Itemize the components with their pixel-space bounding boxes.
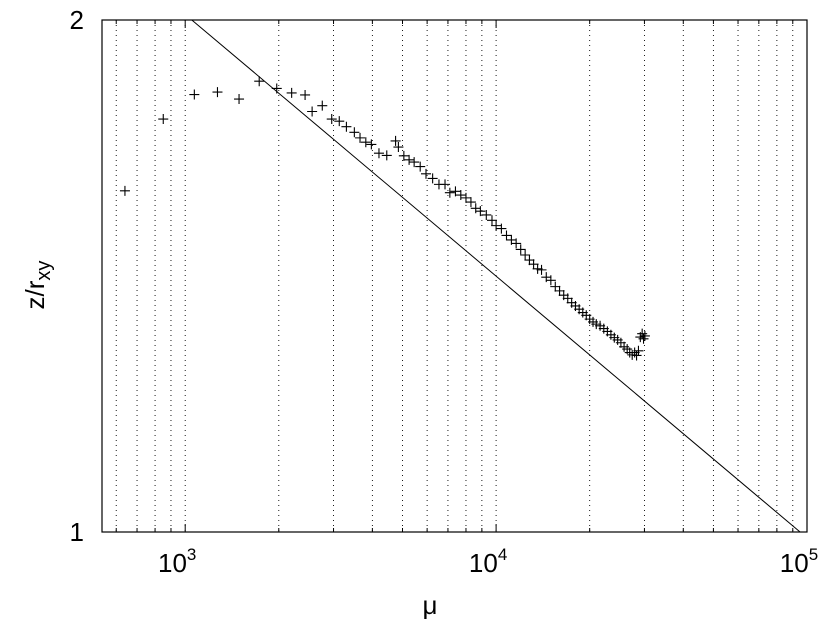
data-point <box>341 121 352 132</box>
data-point <box>545 275 556 286</box>
y-tick-label: 1 <box>70 517 84 547</box>
x-tick-label: 103 <box>158 545 196 578</box>
data-point <box>427 173 438 184</box>
y-axis-label-sub: xy <box>33 261 55 281</box>
data-point <box>234 94 245 105</box>
data-point <box>455 190 466 201</box>
x-tick-label-base: 10 <box>469 548 498 578</box>
data-point <box>524 255 535 266</box>
data-point <box>491 220 502 231</box>
data-point <box>515 244 526 255</box>
data-point <box>633 345 644 356</box>
x-tick-label: 105 <box>780 545 818 578</box>
data-point <box>440 179 451 190</box>
x-tick-label: 104 <box>469 545 507 578</box>
data-point <box>496 223 507 234</box>
x-tick-label-exp: 5 <box>809 545 818 564</box>
data-point <box>381 150 392 161</box>
data-point <box>639 330 650 341</box>
data-point <box>212 87 223 98</box>
data-point <box>637 328 648 339</box>
data-point <box>481 209 492 220</box>
data-point <box>465 197 476 208</box>
data-point <box>326 114 337 125</box>
x-axis-label: μ <box>423 590 438 620</box>
data-point <box>532 263 543 274</box>
x-tick-label-exp: 3 <box>187 545 196 564</box>
data-point <box>300 89 311 100</box>
data-point <box>511 238 522 249</box>
data-point <box>254 76 265 87</box>
x-tick-label-base: 10 <box>158 548 187 578</box>
data-point <box>631 350 642 361</box>
data-point <box>334 116 345 127</box>
data-point <box>317 100 328 111</box>
plot-frame <box>101 19 808 533</box>
data-point <box>562 293 573 304</box>
data-point <box>450 186 461 197</box>
reference-line <box>191 19 801 533</box>
x-tick-label-base: 10 <box>780 548 809 578</box>
data-point <box>420 168 431 179</box>
data-point <box>409 157 420 168</box>
y-axis-label-main: z/r <box>20 280 50 309</box>
data-point <box>373 148 384 159</box>
data-point <box>536 264 547 275</box>
data-point <box>444 187 455 198</box>
data-point <box>486 215 497 226</box>
data-points <box>119 76 650 361</box>
data-point <box>404 154 415 165</box>
x-tick-label-exp: 4 <box>498 545 507 564</box>
data-point <box>398 150 409 161</box>
data-point <box>554 285 565 296</box>
data-point <box>271 83 282 94</box>
data-point <box>415 161 426 172</box>
data-point <box>286 87 297 98</box>
data-point <box>355 132 366 143</box>
data-point <box>627 349 638 360</box>
data-point <box>189 89 200 100</box>
data-point <box>460 192 471 203</box>
reference-line-group <box>191 19 801 533</box>
data-point <box>475 206 486 217</box>
data-point <box>550 281 561 292</box>
data-point <box>360 137 371 148</box>
data-point <box>501 230 512 241</box>
y-tick-label: 2 <box>70 5 84 35</box>
data-point <box>528 259 539 270</box>
data-point <box>158 114 169 125</box>
data-point <box>349 127 360 138</box>
grid-lines <box>115 20 794 532</box>
data-point <box>307 106 318 117</box>
data-point <box>119 185 130 196</box>
data-point <box>366 139 377 150</box>
data-point <box>470 203 481 214</box>
data-point <box>520 249 531 260</box>
data-point <box>393 142 404 153</box>
y-axis-label: z/rxy <box>20 261 55 310</box>
data-point <box>390 135 401 146</box>
axis-labels: μ z/rxy <box>20 261 437 620</box>
